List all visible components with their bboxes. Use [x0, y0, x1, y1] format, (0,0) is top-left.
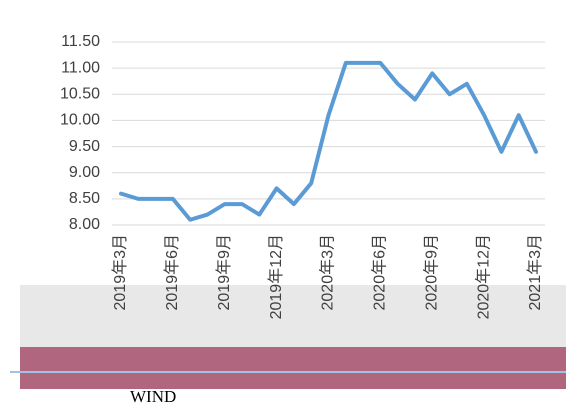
x-tick-label: 2019年9月 — [215, 234, 233, 311]
x-tick-label: 2020年3月 — [319, 234, 337, 311]
x-tick-label: 2021年3月 — [526, 234, 544, 311]
y-tick-label: 11.50 — [61, 33, 100, 50]
y-tick-label: 11.00 — [61, 59, 100, 76]
overlay-magenta-band — [20, 347, 566, 389]
x-tick-label: 2019年6月 — [163, 234, 181, 311]
line-series — [119, 60, 538, 222]
overlay-gray-band — [20, 285, 566, 347]
y-tick-label: 10.00 — [60, 112, 100, 129]
y-tick-label: 8.50 — [69, 190, 100, 207]
x-tick-label: 2020年12月 — [474, 234, 492, 319]
y-tick-label: 9.50 — [69, 138, 100, 155]
y-tick-label: 10.50 — [60, 86, 100, 103]
x-tick-label: 2019年12月 — [267, 234, 285, 319]
x-tick-label: 2019年3月 — [111, 234, 129, 311]
y-tick-label: 8.00 — [69, 216, 100, 233]
source: WIND — [130, 387, 176, 405]
x-tick-label: 2020年6月 — [371, 234, 389, 311]
plot-area: 8.00 8.50 9.00 9.50 10.00 10.50 11.00 11.50 2019… — [60, 33, 545, 319]
x-tick-label: 2020年9月 — [422, 234, 440, 311]
y-tick-label: 9.00 — [69, 164, 100, 181]
